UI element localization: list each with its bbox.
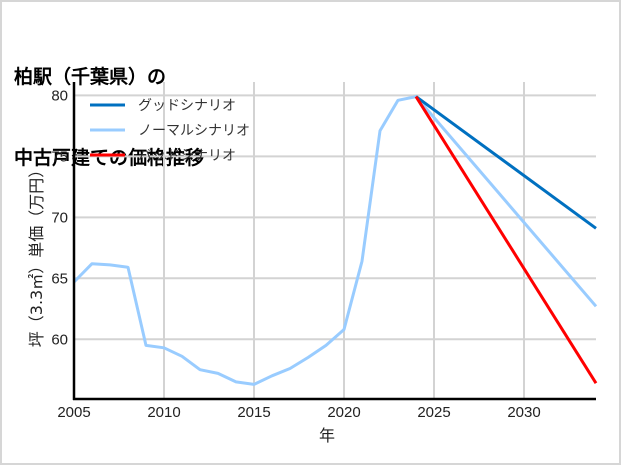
gridlines — [73, 82, 596, 399]
chart-title: 柏駅（千葉県）の 中古戸建ての価格推移 — [14, 10, 204, 199]
x-tick-label: 2025 — [417, 404, 450, 421]
y-tick-label: 70 — [51, 209, 68, 226]
series-lines — [72, 95, 598, 386]
y-tick-label: 65 — [51, 270, 68, 287]
series-line — [415, 95, 597, 230]
legend-label: グッドシナリオ — [138, 98, 236, 114]
series-line — [414, 95, 598, 384]
y-axis-label: 坪（3.3㎡）単価（万円） — [27, 162, 46, 347]
x-tick-label: 2010 — [147, 404, 180, 421]
x-tick-label: 2015 — [237, 404, 270, 421]
title-line-1: 柏駅（千葉県）の — [14, 66, 167, 88]
y-tick-label: 75 — [51, 148, 68, 165]
title-line-2: 中古戸建ての価格推移 — [14, 147, 205, 169]
y-tick-label: 80 — [51, 87, 68, 104]
legend-label: バッドシナリオ — [138, 148, 236, 164]
axes: 2005 2010 2015 2020 2025 2030 60 65 70 75 80 年 坪（3.3… — [27, 82, 596, 445]
y-tick-label: 60 — [51, 331, 68, 348]
x-tick-label: 2005 — [57, 404, 90, 421]
x-tick-label: 2030 — [507, 404, 540, 421]
x-tick-label: 2020 — [327, 404, 360, 421]
series-line — [72, 95, 598, 386]
legend-label: ノーマルシナリオ — [138, 123, 250, 139]
x-axis-label: 年 — [319, 426, 335, 445]
